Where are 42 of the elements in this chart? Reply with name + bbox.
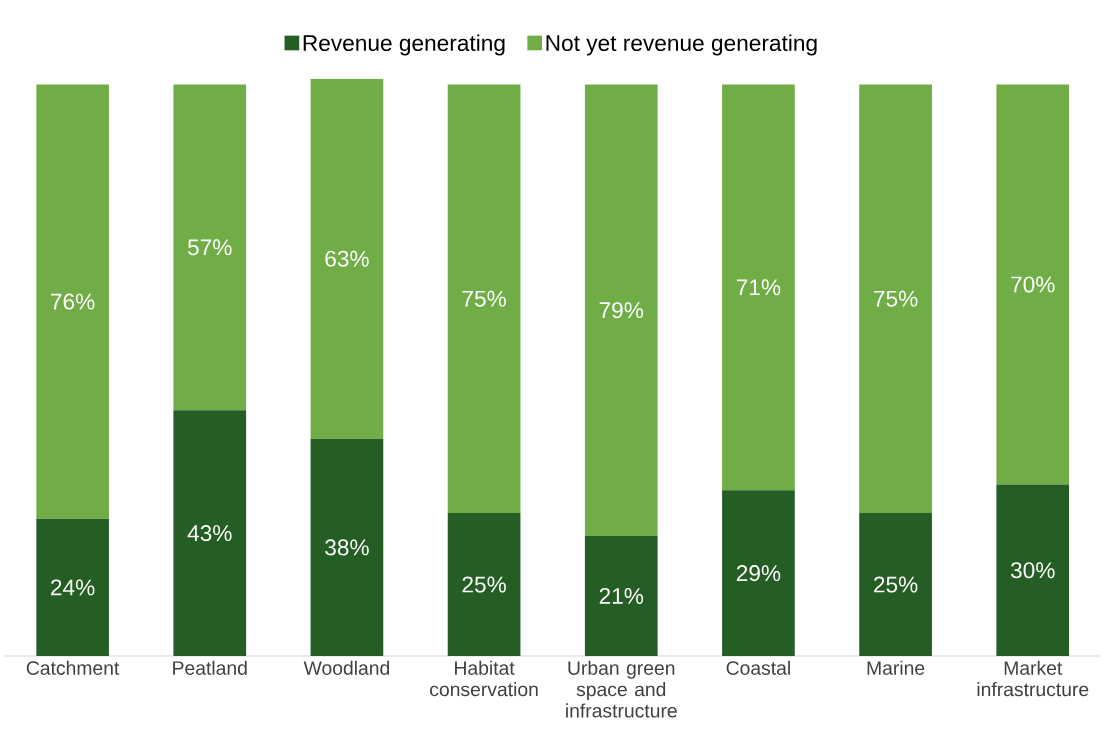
bar bbox=[722, 490, 795, 657]
bar bbox=[996, 84, 1070, 485]
bar bbox=[996, 484, 1070, 657]
data-label: 75% bbox=[462, 290, 506, 307]
data-label: 70% bbox=[1011, 276, 1055, 293]
bar bbox=[36, 84, 109, 519]
x-tick-label: Coastal bbox=[726, 660, 790, 676]
data-label: 29% bbox=[736, 565, 781, 582]
data-label: 24% bbox=[51, 579, 95, 596]
bar bbox=[859, 84, 932, 514]
bar bbox=[36, 518, 109, 657]
data-label: 79% bbox=[599, 302, 644, 319]
x-tick-label: Marine bbox=[867, 660, 925, 676]
data-label: 76% bbox=[51, 293, 95, 310]
data-label: 75% bbox=[874, 290, 918, 307]
data-label: 57% bbox=[187, 239, 232, 256]
bar bbox=[722, 84, 795, 491]
bar bbox=[447, 513, 521, 657]
x-tick-label: Habitat conservation bbox=[430, 660, 538, 697]
data-label: 30% bbox=[1010, 562, 1055, 579]
x-tick-label: Woodland bbox=[303, 660, 390, 676]
data-label: 25% bbox=[462, 576, 506, 593]
data-label: 21% bbox=[599, 588, 644, 605]
data-label: 71% bbox=[736, 279, 781, 296]
bar bbox=[584, 84, 658, 537]
bar bbox=[173, 84, 247, 411]
bar bbox=[310, 438, 384, 657]
bar bbox=[859, 513, 932, 657]
data-label: 38% bbox=[325, 539, 369, 556]
x-tick-label: Market infrastructure bbox=[977, 660, 1089, 697]
x-tick-label: Urban green space and infrastructure bbox=[566, 660, 677, 718]
bar bbox=[310, 78, 384, 439]
legend-label: Not yet revenue generating bbox=[546, 34, 817, 56]
bar bbox=[447, 84, 521, 514]
x-tick-label: Catchment bbox=[26, 660, 120, 676]
data-label: 63% bbox=[325, 250, 369, 267]
bar bbox=[584, 536, 658, 657]
data-label: 25% bbox=[874, 576, 918, 593]
bar bbox=[173, 410, 247, 657]
x-tick-label: Peatland bbox=[173, 660, 247, 676]
legend-label: Revenue generating bbox=[303, 34, 505, 56]
data-label: 43% bbox=[187, 525, 232, 542]
